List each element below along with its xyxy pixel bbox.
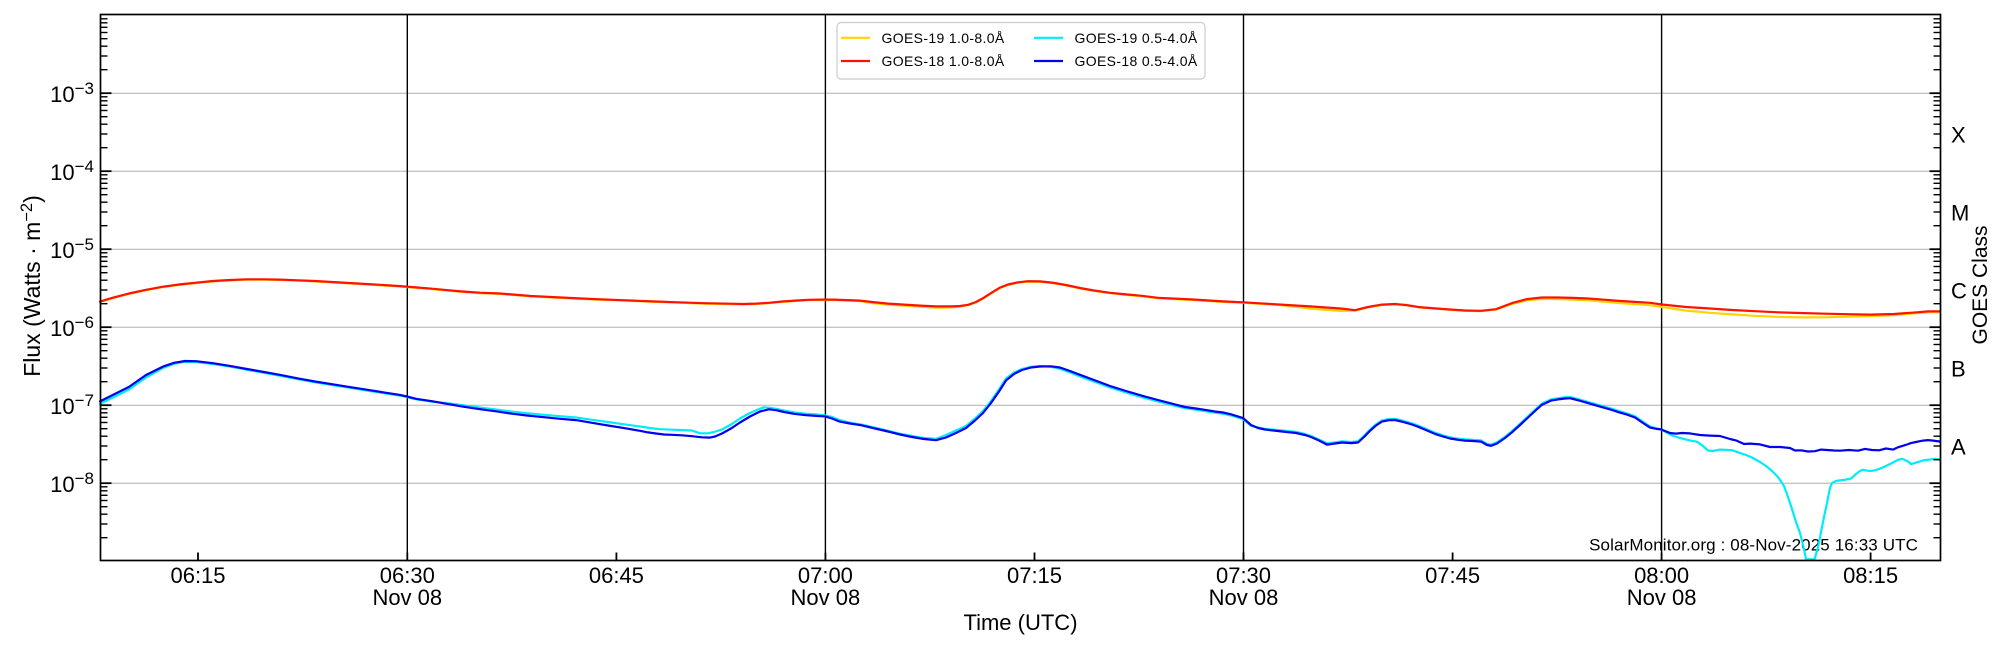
svg-text:06:30: 06:30 <box>380 563 435 588</box>
svg-text:Time (UTC): Time (UTC) <box>963 610 1077 635</box>
svg-text:07:30: 07:30 <box>1216 563 1271 588</box>
svg-text:06:45: 06:45 <box>589 563 644 588</box>
svg-text:07:00: 07:00 <box>798 563 853 588</box>
svg-text:10−3: 10−3 <box>50 79 94 107</box>
svg-text:06:15: 06:15 <box>170 563 225 588</box>
svg-text:08:15: 08:15 <box>1843 563 1898 588</box>
svg-text:Flux (Watts · m−2): Flux (Watts · m−2) <box>18 195 45 377</box>
svg-text:M: M <box>1951 201 1969 226</box>
svg-text:Nov 08: Nov 08 <box>372 585 442 610</box>
svg-text:GOES-18 1.0-8.0Å: GOES-18 1.0-8.0Å <box>882 53 1005 69</box>
svg-text:08:00: 08:00 <box>1634 563 1689 588</box>
svg-text:Nov 08: Nov 08 <box>1209 585 1279 610</box>
svg-text:10−4: 10−4 <box>50 157 94 185</box>
svg-text:Nov 08: Nov 08 <box>791 585 861 610</box>
svg-text:A: A <box>1951 435 1966 460</box>
svg-text:GOES Class: GOES Class <box>1969 225 1992 344</box>
svg-text:X: X <box>1951 123 1966 148</box>
svg-text:B: B <box>1951 357 1966 382</box>
svg-text:07:45: 07:45 <box>1425 563 1480 588</box>
svg-text:10−6: 10−6 <box>50 313 94 341</box>
svg-text:C: C <box>1951 279 1967 304</box>
svg-text:GOES-19 1.0-8.0Å: GOES-19 1.0-8.0Å <box>882 30 1005 46</box>
svg-text:SolarMonitor.org : 08-Nov-2025: SolarMonitor.org : 08-Nov-2025 16:33 UTC <box>1589 536 1918 555</box>
svg-text:GOES-18 0.5-4.0Å: GOES-18 0.5-4.0Å <box>1075 53 1198 69</box>
svg-text:07:15: 07:15 <box>1007 563 1062 588</box>
svg-text:Nov 08: Nov 08 <box>1627 585 1697 610</box>
svg-text:GOES-19 0.5-4.0Å: GOES-19 0.5-4.0Å <box>1075 30 1198 46</box>
